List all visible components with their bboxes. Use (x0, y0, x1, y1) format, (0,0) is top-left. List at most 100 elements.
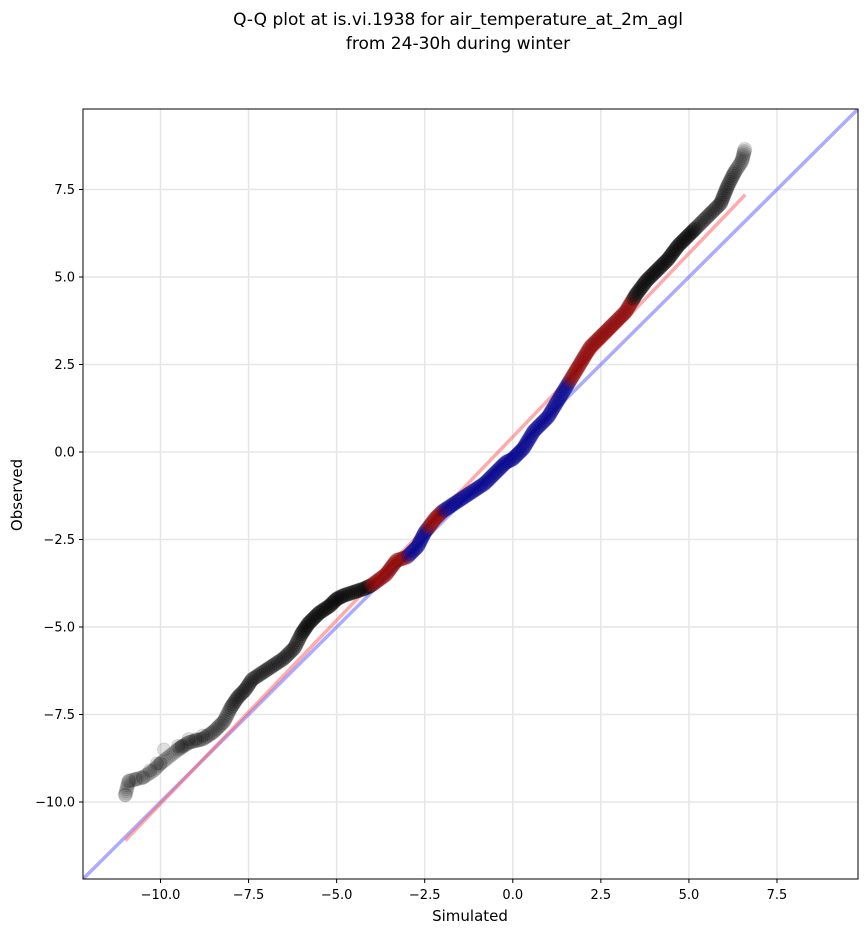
qq-point (330, 590, 346, 606)
axis-ticks: −10.0 −7.5 −5.0 −2.5 0.0 2.5 5.0 7.5 −10.0 −7.5 −5… (35, 183, 787, 903)
qq-point (127, 772, 143, 787)
qq-point (426, 512, 442, 528)
qq-point (535, 414, 551, 430)
qq-point (389, 553, 405, 568)
qq-point (705, 203, 721, 219)
qq-point (140, 766, 156, 782)
qq-point (633, 280, 649, 295)
qq-point (711, 197, 727, 213)
qq-point (217, 712, 233, 727)
qq-point-tail (171, 739, 186, 753)
qq-point (179, 736, 195, 752)
qq-point (416, 527, 432, 542)
qq-point (688, 220, 704, 235)
qq-point (464, 484, 480, 500)
qq-point (218, 710, 234, 725)
qq-point (249, 668, 265, 684)
qq-point (603, 318, 619, 334)
qq-point (246, 670, 262, 686)
qq-point (466, 483, 482, 498)
qq-point (733, 155, 749, 171)
qq-point (520, 433, 536, 449)
qq-point (220, 706, 236, 721)
qq-point (540, 409, 556, 425)
chart-title-line-2: from 24-30h during winter (346, 34, 570, 54)
qq-point (566, 366, 582, 382)
qq-point (120, 777, 136, 793)
qq-point (231, 688, 247, 704)
qq-point (707, 202, 723, 217)
qq-point (395, 550, 411, 566)
qq-point (636, 276, 652, 292)
qq-point (470, 480, 486, 496)
qq-point (378, 567, 394, 582)
qq-point (118, 783, 134, 799)
qq-point (223, 700, 239, 715)
y-tick-label: −2.5 (43, 533, 75, 548)
qq-point (369, 573, 385, 589)
qq-point (158, 751, 174, 767)
qq-point (438, 501, 454, 517)
qq-point (205, 724, 221, 740)
qq-point (362, 578, 378, 594)
qq-point (717, 184, 733, 200)
qq-point (618, 304, 633, 320)
qq-point (207, 723, 223, 738)
qq-point (280, 646, 296, 662)
qq-point (213, 717, 229, 732)
qq-point (729, 161, 745, 176)
qq-point (660, 252, 676, 267)
qq-point (210, 720, 226, 735)
qq-point (177, 737, 193, 753)
qq-point (518, 437, 534, 453)
qq-point (267, 656, 283, 672)
qq-point (501, 453, 517, 469)
qq-point (324, 595, 340, 611)
qq-point (407, 542, 423, 557)
qq-point (573, 355, 589, 371)
qq-point (160, 750, 176, 766)
qq-point (229, 691, 245, 707)
qq-point (243, 673, 259, 689)
qq-point (737, 142, 753, 157)
qq-point-tail (153, 756, 168, 771)
qq-point (277, 649, 293, 665)
qq-point (696, 212, 712, 228)
qq-point (385, 558, 401, 574)
qq-point (315, 603, 331, 619)
qq-point (135, 770, 151, 785)
qq-point (593, 329, 609, 344)
x-tick-label: 2.5 (590, 888, 611, 903)
qq-point (713, 196, 729, 211)
qq-point (265, 658, 281, 673)
qq-point (631, 283, 647, 299)
qq-point (457, 488, 473, 504)
qq-point (244, 672, 260, 687)
qq-point (682, 226, 698, 241)
qq-point (387, 554, 403, 570)
qq-point (258, 662, 274, 678)
qq-point (526, 423, 542, 439)
qq-point (391, 552, 407, 568)
qq-point (553, 388, 569, 404)
qq-point (450, 493, 466, 509)
qq-point (486, 467, 502, 482)
qq-point (374, 569, 390, 585)
qq-point (608, 313, 624, 329)
y-tick-label: −7.5 (43, 708, 75, 723)
qq-point (632, 281, 648, 297)
qq-point (371, 572, 387, 588)
qq-point (129, 771, 145, 787)
qq-point-tail (195, 728, 210, 743)
grid-lines (83, 109, 858, 879)
qq-point (165, 746, 181, 762)
qq-point (454, 491, 470, 507)
qq-point (481, 471, 497, 487)
qq-point (565, 368, 581, 384)
qq-point (191, 732, 207, 748)
qq-point (168, 743, 184, 759)
x-tick-label: −5.0 (321, 888, 353, 903)
qq-point (495, 458, 511, 473)
axes-frame (82, 108, 859, 880)
qq-point (551, 392, 567, 407)
